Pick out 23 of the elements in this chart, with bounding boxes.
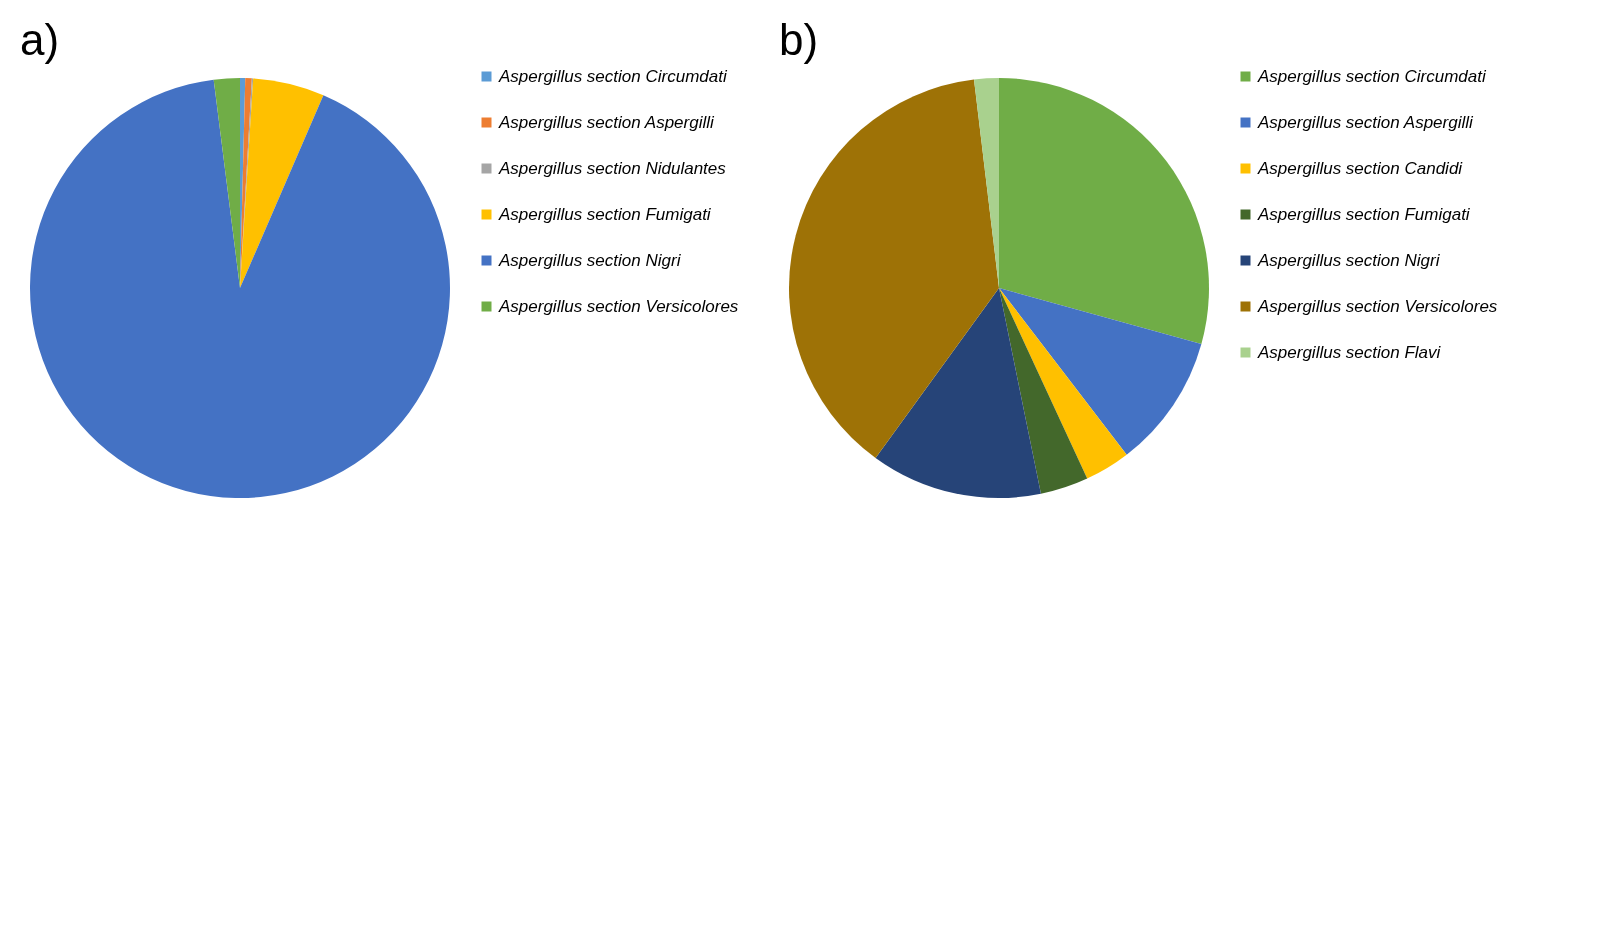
- legend-label: Aspergillus section Candidi: [1257, 158, 1464, 178]
- pie-slice: [30, 79, 450, 498]
- pie-slice: [240, 78, 324, 288]
- pie-slice: [999, 288, 1127, 479]
- legend-label: Aspergillus section Nidulantes: [498, 158, 727, 178]
- pie-slice: [789, 79, 999, 458]
- legend-label: Aspergillus section Aspergilli: [1257, 112, 1475, 132]
- legend-label: Aspergillus section Fumigati: [498, 204, 712, 224]
- legend-label: Aspergillus section Nigri: [1257, 250, 1441, 270]
- pie-slice: [875, 288, 1041, 498]
- legend-label: Aspergillus section Versicolores: [498, 296, 739, 316]
- legend-label: Aspergillus section Flavi: [1257, 342, 1442, 362]
- legend-label: Aspergillus section Nigri: [498, 250, 682, 270]
- pie-slice: [999, 78, 1209, 345]
- chart-title: a): [20, 15, 60, 64]
- legend-label: Aspergillus section Aspergilli: [498, 112, 716, 132]
- legend-label: Aspergillus section Fumigati: [1257, 204, 1471, 224]
- chart-title: b): [779, 15, 819, 64]
- legend-label: Aspergillus section Circumdati: [498, 66, 728, 86]
- pie-slice: [999, 288, 1202, 455]
- legend-label: Aspergillus section Circumdati: [1257, 66, 1487, 86]
- pie-slice: [999, 288, 1088, 494]
- legend-label: Aspergillus section Versicolores: [1257, 296, 1498, 316]
